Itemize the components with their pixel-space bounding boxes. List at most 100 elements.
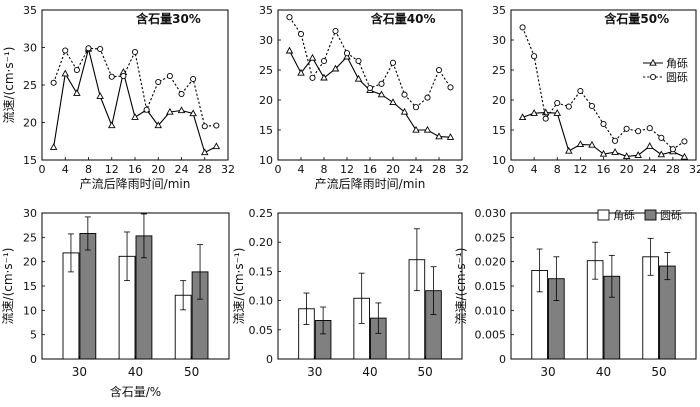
x-axis-label: 产流后降雨时间/min <box>80 177 191 191</box>
legend-swatch <box>597 209 610 221</box>
data-point <box>389 59 397 66</box>
y-tick-label: 10 <box>259 154 273 167</box>
y-tick-label: 0.025 <box>475 231 507 244</box>
data-point <box>50 79 57 86</box>
y-axis-label: 流速/(cm·s⁻¹) <box>1 248 15 325</box>
x-tick-label: 32 <box>689 163 700 176</box>
legend: 角砾 圆砾 <box>597 209 682 222</box>
x-tick-label: 8 <box>321 163 328 176</box>
legend-label: 角砾 <box>613 209 635 222</box>
data-point <box>554 99 561 107</box>
x-tick-label: 28 <box>432 163 446 176</box>
data-point <box>623 125 630 132</box>
data-point <box>143 106 150 113</box>
y-tick-label: 0.25 <box>249 207 274 220</box>
y-tick-label: 35 <box>492 4 506 17</box>
data-point <box>285 46 294 54</box>
data-point <box>166 72 173 80</box>
data-point <box>332 27 339 35</box>
y-tick-label: 20 <box>23 117 37 130</box>
data-point <box>343 52 351 60</box>
data-point <box>423 125 432 133</box>
y-tick-label: 20 <box>23 256 37 269</box>
x-tick-label: 40 <box>362 365 377 379</box>
chart-title: 含石量40% <box>371 11 436 26</box>
data-point <box>190 75 197 83</box>
data-point <box>577 87 584 95</box>
legend-label: 角砾 <box>666 57 688 70</box>
x-tick-label: 8 <box>85 163 92 176</box>
x-tick-label: 50 <box>184 365 199 379</box>
data-point <box>166 107 174 115</box>
data-point <box>154 121 163 129</box>
data-point <box>309 74 316 81</box>
y-tick-label: 15 <box>23 280 37 293</box>
plot-frame <box>510 9 697 161</box>
y-tick-label: 25 <box>23 79 37 92</box>
x-tick-label: 12 <box>105 163 119 176</box>
x-tick-label: 16 <box>363 163 377 176</box>
data-point <box>542 115 549 122</box>
data-point <box>576 140 585 148</box>
y-tick-label: 0.15 <box>249 265 274 278</box>
chart-title: 含石量50% <box>604 11 669 26</box>
legend-label: 圆砾 <box>666 71 688 84</box>
data-point <box>389 98 397 106</box>
data-point <box>377 90 386 98</box>
data-point <box>622 152 631 160</box>
legend-marker <box>649 73 657 81</box>
y-axis-label: 流速/(cm·s⁻¹) <box>232 248 246 325</box>
bar-chart-1: 0 5 10 15 20 25 30 30 40 50 含石量/% 流速/(cm·s⁻¹) <box>1 207 230 399</box>
data-point <box>600 120 607 128</box>
x-tick-label: 24 <box>643 163 657 176</box>
x-tick-label: 12 <box>340 163 354 176</box>
series-line-2 <box>522 27 685 150</box>
data-point <box>435 132 443 140</box>
data-point <box>97 45 104 53</box>
legend-marker <box>649 58 657 66</box>
x-tick-label: 0 <box>39 163 46 176</box>
data-point <box>343 50 351 57</box>
series-line-1 <box>289 50 451 138</box>
data-point <box>412 104 420 111</box>
bar-chart-3: 0 0.005 0.010 0.015 0.020 0.025 0.030 30 40 50 流速/… <box>454 207 697 379</box>
data-point <box>131 48 139 56</box>
data-point <box>611 148 619 155</box>
y-tick-label: 0.20 <box>249 236 274 249</box>
data-point <box>634 151 642 158</box>
data-point <box>49 143 58 150</box>
y-tick-label: 0.030 <box>475 207 507 220</box>
x-tick-label: 8 <box>554 163 561 176</box>
data-point <box>73 66 80 74</box>
x-axis-label: 含石量/% <box>110 384 161 399</box>
data-point <box>96 92 104 99</box>
y-tick-label: 30 <box>23 42 37 55</box>
data-point <box>355 57 362 65</box>
series-line-1 <box>53 48 217 154</box>
data-point <box>645 142 654 149</box>
data-point <box>107 121 116 129</box>
data-point <box>131 113 139 120</box>
y-axis-label: 流速/(cm·s⁻¹) <box>454 248 468 325</box>
x-tick-label: 0 <box>508 163 515 176</box>
data-point <box>657 150 666 158</box>
x-tick-label: 28 <box>198 163 212 176</box>
y-tick-label: 15 <box>492 124 506 137</box>
data-point <box>588 102 595 110</box>
y-tick-label: 0 <box>30 353 37 366</box>
x-tick-label: 24 <box>409 163 423 176</box>
data-point <box>178 90 185 98</box>
legend-label: 圆砾 <box>660 209 682 222</box>
data-point <box>331 64 340 72</box>
bar <box>79 232 97 360</box>
y-tick-label: 10 <box>492 154 506 167</box>
data-point <box>635 128 642 135</box>
data-point <box>85 45 92 52</box>
data-point <box>412 125 420 133</box>
y-tick-label: 20 <box>492 94 506 107</box>
y-tick-label: 20 <box>259 94 273 107</box>
data-point <box>155 78 162 86</box>
x-tick-label: 28 <box>666 163 680 176</box>
data-point <box>62 47 69 54</box>
